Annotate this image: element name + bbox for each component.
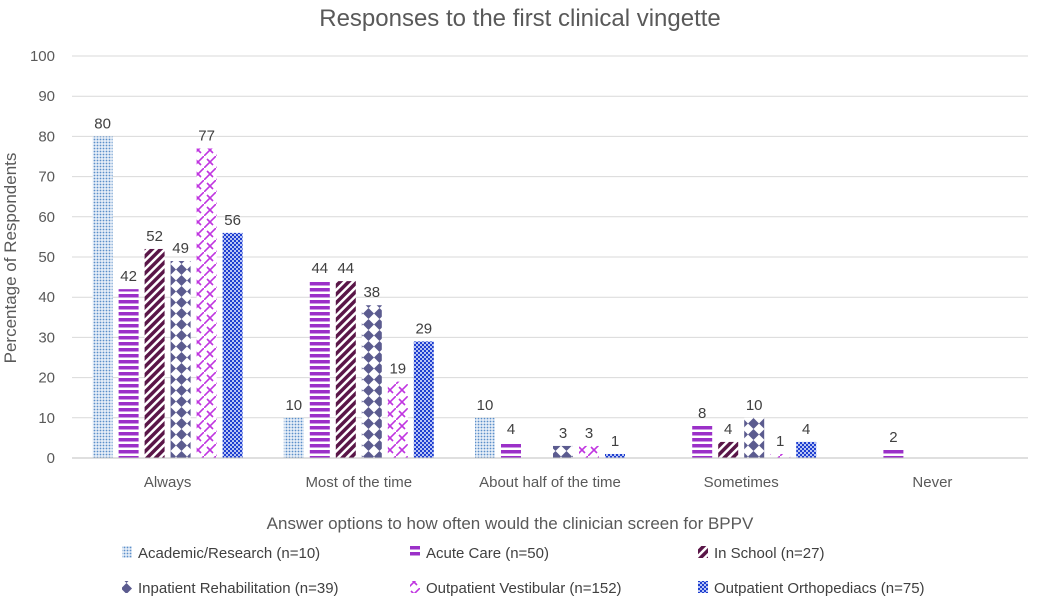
bar-dots (283, 417, 304, 458)
y-tick-label: 100 (30, 48, 55, 65)
chart-title: Responses to the first clinical vingette (319, 5, 721, 32)
legend-label: Outpatient Orthopediacs (n=75) (714, 580, 925, 597)
legend-swatch-hstripes (410, 546, 420, 558)
y-tick-label: 40 (38, 289, 55, 306)
x-axis: Always Most of the time About half of the … (72, 457, 1028, 491)
legend-swatch-zigzag (410, 581, 420, 593)
y-tick-label: 60 (38, 209, 55, 226)
y-tick-label: 20 (38, 370, 55, 387)
data-label: 29 (415, 320, 432, 337)
bar-zigzag (196, 148, 217, 458)
bar-hstripes (118, 289, 139, 458)
bar-hstripes (501, 441, 521, 458)
bar-hstripes (309, 281, 330, 458)
legend-swatch-diagonal (698, 546, 708, 558)
bar-hstripes (692, 425, 713, 458)
y-tick-label: 70 (38, 169, 55, 186)
y-axis: 0 10 20 30 40 50 60 70 80 90 100 (30, 48, 55, 467)
data-label: 4 (507, 421, 515, 438)
data-label: 19 (389, 361, 406, 378)
bar-dots (92, 136, 113, 458)
legend-label: Academic/Research (n=10) (138, 545, 320, 562)
data-label: 52 (146, 228, 163, 245)
x-tick-label: Sometimes (704, 474, 779, 491)
legend: Academic/Research (n=10) Acute Care (n=50… (122, 545, 925, 597)
y-tick-label: 50 (38, 249, 55, 266)
data-label: 3 (585, 425, 593, 442)
bar-dots (475, 417, 495, 458)
y-tick-label: 90 (38, 88, 55, 105)
y-axis-label: Percentage of Respondents (1, 153, 20, 364)
legend-swatch-bowtie (122, 581, 132, 593)
data-label: 10 (477, 397, 494, 414)
legend-label: Outpatient Vestibular (n=152) (426, 580, 622, 597)
data-label: 38 (363, 284, 380, 301)
y-tick-label: 0 (47, 450, 55, 467)
data-label: 56 (224, 212, 241, 229)
legend-swatch-dots (122, 546, 132, 558)
bar-bowtie (744, 417, 765, 458)
data-label: 80 (94, 115, 111, 132)
data-label: 3 (559, 425, 567, 442)
bar-checker (413, 341, 434, 458)
data-label: 1 (776, 433, 784, 450)
bar-diagonal (144, 248, 165, 458)
data-label: 42 (120, 268, 137, 285)
data-label: 8 (698, 405, 706, 422)
bar-checker (796, 441, 817, 458)
bar-checker (605, 453, 625, 458)
bars (92, 136, 904, 458)
legend-swatch-checker (698, 581, 708, 593)
legend-label: Inpatient Rehabilitation (n=39) (138, 580, 339, 597)
bar-bowtie (553, 445, 573, 458)
y-tick-label: 80 (38, 128, 55, 145)
bar-zigzag (387, 381, 408, 458)
legend-label: In School (n=27) (714, 545, 825, 562)
data-label: 77 (198, 127, 215, 144)
bar-zigzag (579, 445, 599, 458)
bar-bowtie (170, 261, 191, 458)
x-tick-label: About half of the time (479, 474, 621, 491)
bar-zigzag (770, 453, 791, 458)
data-label: 44 (311, 260, 328, 277)
data-label: 44 (337, 260, 354, 277)
bar-bowtie (361, 305, 382, 458)
data-label: 1 (611, 433, 619, 450)
bar-diagonal (718, 441, 739, 458)
bar-checker (222, 232, 243, 458)
data-label: 10 (746, 397, 763, 414)
y-tick-label: 30 (38, 329, 55, 346)
bar-hstripes (883, 449, 904, 458)
legend-label: Acute Care (n=50) (426, 545, 549, 562)
x-tick-label: Most of the time (305, 474, 412, 491)
data-label: 4 (802, 421, 810, 438)
y-tick-label: 10 (38, 410, 55, 427)
x-tick-label: Never (912, 474, 952, 491)
x-tick-label: Always (144, 474, 192, 491)
data-label: 4 (724, 421, 732, 438)
data-label: 10 (285, 397, 302, 414)
data-label: 49 (172, 240, 189, 257)
bar-diagonal (335, 281, 356, 458)
data-label: 2 (889, 429, 897, 446)
x-axis-label: Answer options to how often would the cl… (267, 514, 754, 533)
